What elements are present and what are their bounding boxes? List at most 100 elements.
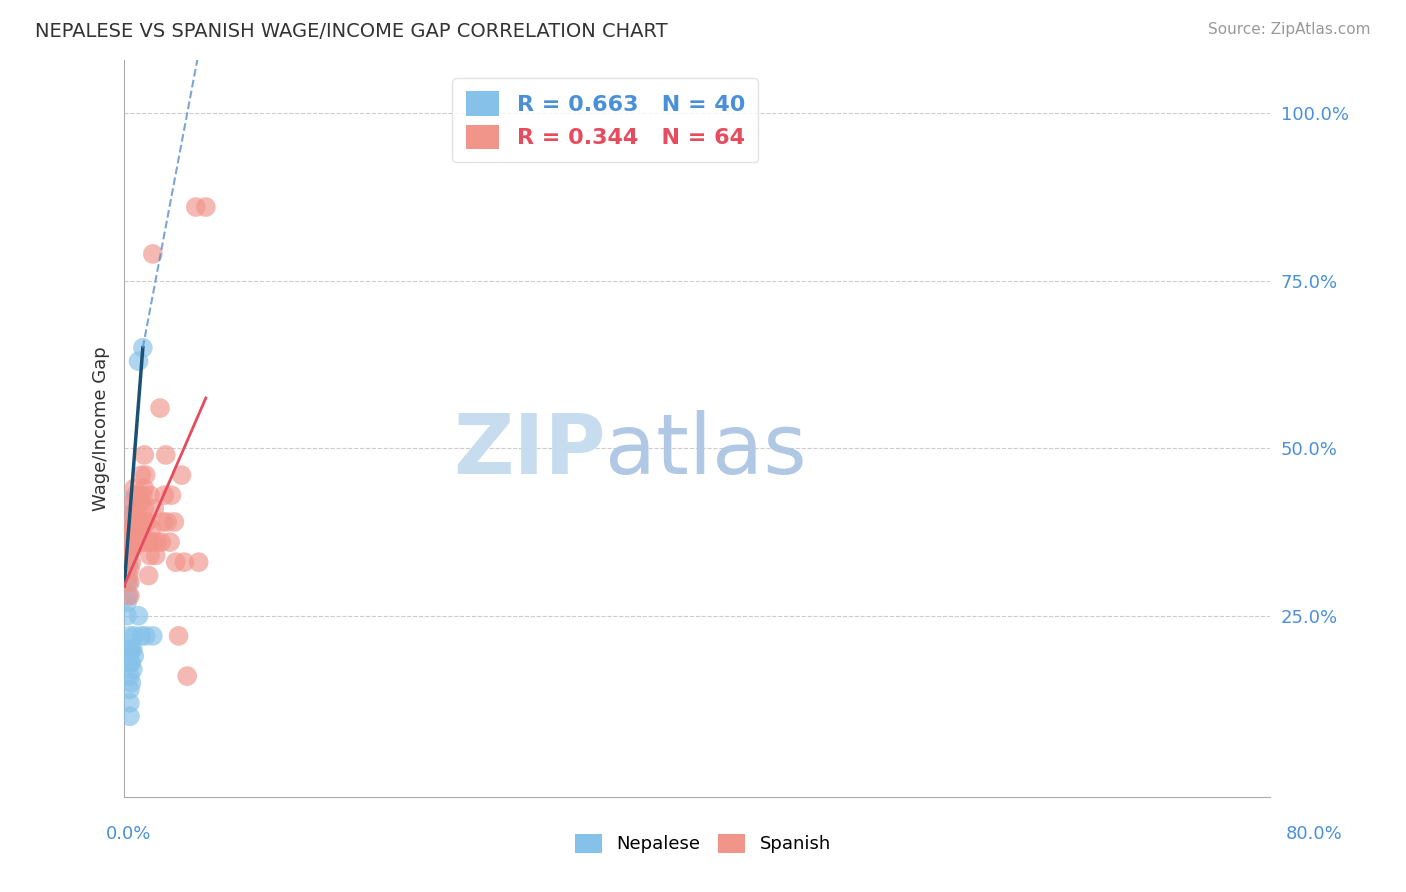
Point bbox=[134, 482, 156, 496]
Point bbox=[121, 541, 143, 556]
Point bbox=[122, 648, 145, 663]
Point bbox=[165, 555, 187, 569]
Text: Source: ZipAtlas.com: Source: ZipAtlas.com bbox=[1208, 22, 1371, 37]
Point bbox=[132, 515, 155, 529]
Point bbox=[122, 528, 145, 542]
Point bbox=[150, 535, 173, 549]
Point bbox=[141, 522, 163, 536]
Point bbox=[117, 508, 139, 523]
Point bbox=[142, 247, 165, 261]
Point bbox=[118, 696, 141, 710]
Point bbox=[118, 562, 141, 576]
Point bbox=[163, 515, 186, 529]
Point bbox=[118, 589, 141, 603]
Point bbox=[131, 468, 153, 483]
Point bbox=[128, 528, 150, 542]
Point bbox=[118, 575, 141, 590]
Point bbox=[117, 535, 139, 549]
Point bbox=[184, 200, 207, 214]
Point bbox=[118, 669, 141, 683]
Point bbox=[129, 535, 152, 549]
Point bbox=[117, 549, 139, 563]
Point bbox=[121, 522, 143, 536]
Point bbox=[128, 608, 150, 623]
Point bbox=[115, 555, 138, 569]
Point bbox=[160, 488, 183, 502]
Point bbox=[115, 549, 138, 563]
Point bbox=[122, 629, 145, 643]
Point bbox=[132, 341, 155, 355]
Point bbox=[120, 555, 142, 569]
Point bbox=[117, 589, 139, 603]
Point bbox=[118, 642, 141, 657]
Point bbox=[118, 656, 141, 670]
Point bbox=[124, 488, 146, 502]
Point bbox=[194, 200, 217, 214]
Point bbox=[142, 535, 165, 549]
Point bbox=[118, 541, 141, 556]
Point bbox=[120, 535, 142, 549]
Point bbox=[115, 522, 138, 536]
Point bbox=[145, 549, 167, 563]
Point bbox=[132, 528, 155, 542]
Point bbox=[115, 528, 138, 542]
Point bbox=[115, 589, 138, 603]
Point bbox=[115, 495, 138, 509]
Point bbox=[122, 482, 145, 496]
Point bbox=[121, 662, 143, 676]
Point bbox=[120, 656, 142, 670]
Point bbox=[138, 535, 160, 549]
Point bbox=[117, 575, 139, 590]
Point bbox=[115, 562, 138, 576]
Text: 0.0%: 0.0% bbox=[105, 825, 150, 843]
Point bbox=[118, 629, 141, 643]
Point bbox=[117, 541, 139, 556]
Point bbox=[118, 522, 141, 536]
Point bbox=[187, 555, 209, 569]
Text: NEPALESE VS SPANISH WAGE/INCOME GAP CORRELATION CHART: NEPALESE VS SPANISH WAGE/INCOME GAP CORR… bbox=[35, 22, 668, 41]
Point bbox=[159, 535, 181, 549]
Point bbox=[115, 535, 138, 549]
Point bbox=[132, 488, 155, 502]
Point bbox=[128, 488, 150, 502]
Point bbox=[117, 555, 139, 569]
Point bbox=[170, 468, 193, 483]
Legend: R = 0.663   N = 40, R = 0.344   N = 64: R = 0.663 N = 40, R = 0.344 N = 64 bbox=[453, 78, 758, 162]
Point bbox=[121, 495, 143, 509]
Point bbox=[134, 501, 156, 516]
Text: atlas: atlas bbox=[606, 409, 807, 491]
Point bbox=[135, 535, 157, 549]
Point bbox=[115, 595, 138, 609]
Text: 80.0%: 80.0% bbox=[1286, 825, 1343, 843]
Point bbox=[143, 501, 166, 516]
Point bbox=[122, 508, 145, 523]
Point bbox=[152, 515, 174, 529]
Y-axis label: Wage/Income Gap: Wage/Income Gap bbox=[93, 346, 110, 510]
Point bbox=[173, 555, 195, 569]
Point bbox=[115, 608, 138, 623]
Point bbox=[131, 495, 153, 509]
Point bbox=[155, 448, 177, 462]
Legend: Nepalese, Spanish: Nepalese, Spanish bbox=[568, 827, 838, 861]
Point bbox=[149, 401, 172, 415]
Point bbox=[135, 515, 157, 529]
Point bbox=[135, 468, 157, 483]
Point bbox=[117, 522, 139, 536]
Point bbox=[134, 448, 156, 462]
Point bbox=[136, 515, 159, 529]
Point bbox=[153, 488, 176, 502]
Point bbox=[176, 669, 198, 683]
Point bbox=[115, 508, 138, 523]
Point bbox=[142, 629, 165, 643]
Point bbox=[118, 682, 141, 697]
Point bbox=[118, 709, 141, 723]
Point bbox=[127, 501, 149, 516]
Point bbox=[115, 541, 138, 556]
Text: ZIP: ZIP bbox=[453, 409, 606, 491]
Point bbox=[139, 549, 162, 563]
Point bbox=[156, 515, 179, 529]
Point bbox=[120, 508, 142, 523]
Point bbox=[120, 675, 142, 690]
Point bbox=[124, 522, 146, 536]
Point bbox=[128, 354, 150, 368]
